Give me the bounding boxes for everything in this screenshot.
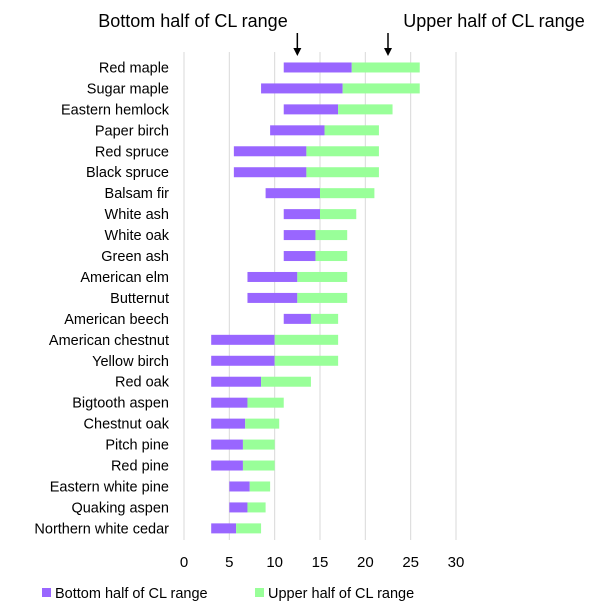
category-label-quaking-aspen: Quaking aspen (71, 500, 169, 516)
bar-eastern-white-pine-upper (249, 481, 271, 492)
bar-red-maple-bottom (283, 62, 352, 73)
bar-american-elm-bottom (247, 271, 298, 282)
annotation-arrowhead-1 (293, 48, 302, 56)
bar-butternut-bottom (247, 292, 298, 303)
x-tick-label-20: 20 (357, 554, 374, 571)
x-tick-label-25: 25 (402, 554, 419, 571)
bar-white-ash-upper (320, 209, 357, 220)
bar-white-ash-bottom (283, 209, 320, 220)
category-label-red-maple: Red maple (99, 60, 169, 76)
bar-red-spruce-bottom (233, 146, 307, 157)
bar-quaking-aspen-upper (247, 502, 266, 513)
legend-swatch-upper (255, 588, 264, 597)
legend-label-bottom: Bottom half of CL range (55, 586, 208, 602)
category-label-sugar-maple: Sugar maple (87, 81, 169, 97)
bar-green-ash-upper (315, 251, 348, 262)
annotation-label-2: Upper half of CL range (403, 11, 584, 31)
category-label-white-oak: White oak (105, 228, 170, 244)
bar-red-maple-upper (351, 62, 420, 73)
x-tick-label-30: 30 (448, 554, 465, 571)
bar-american-elm-upper (297, 271, 348, 282)
category-label-eastern-white-pine: Eastern white pine (50, 479, 169, 495)
bar-red-pine-bottom (211, 460, 243, 471)
bar-bigtooth-aspen-bottom (211, 397, 248, 408)
x-axis-ticks: 0 5 10 15 20 25 30 (180, 554, 465, 571)
x-tick-label-15: 15 (312, 554, 329, 571)
bar-sugar-maple-bottom (261, 83, 343, 94)
category-label-red-pine: Red pine (111, 459, 169, 475)
bar-red-spruce-upper (306, 146, 379, 157)
bar-balsam-fir-upper (320, 188, 375, 199)
bar-american-beech-upper (310, 313, 339, 324)
x-tick-label-5: 5 (225, 554, 233, 571)
category-label-red-oak: Red oak (115, 375, 170, 391)
bar-eastern-white-pine-bottom (229, 481, 250, 492)
category-labels: Red maple Sugar maple Eastern hemlock Paper… (34, 60, 169, 537)
category-label-american-chestnut: American chestnut (49, 333, 169, 349)
bar-balsam-fir-bottom (265, 188, 320, 199)
bar-northern-white-cedar-upper (236, 523, 262, 534)
bar-butternut-upper (297, 292, 348, 303)
annotation-arrowhead-2 (384, 48, 392, 56)
bar-american-chestnut-bottom (211, 334, 275, 345)
bar-chestnut-oak-upper (245, 418, 280, 429)
legend-label-upper: Upper half of CL range (268, 586, 414, 602)
legend-swatch-bottom (42, 588, 51, 597)
category-label-balsam-fir: Balsam fir (105, 186, 170, 202)
bar-american-chestnut-upper (274, 334, 339, 345)
bar-green-ash-bottom (283, 251, 316, 262)
category-label-american-beech: American beech (64, 312, 169, 328)
annotations: Bottom half of CL range Upper half of CL … (98, 11, 585, 56)
bar-pitch-pine-bottom (211, 439, 243, 450)
bar-black-spruce-upper (306, 167, 379, 178)
bar-yellow-birch-upper (274, 355, 339, 366)
bar-yellow-birch-bottom (211, 355, 275, 366)
category-label-green-ash: Green ash (101, 249, 169, 265)
bar-bigtooth-aspen-upper (247, 397, 284, 408)
category-label-american-elm: American elm (80, 270, 169, 286)
annotation-label-1: Bottom half of CL range (98, 11, 287, 31)
category-label-eastern-hemlock: Eastern hemlock (61, 102, 170, 118)
category-label-pitch-pine: Pitch pine (105, 438, 169, 454)
x-tick-label-10: 10 (266, 554, 283, 571)
category-label-northern-white-cedar: Northern white cedar (34, 521, 169, 537)
bar-quaking-aspen-bottom (229, 502, 248, 513)
bar-white-oak-bottom (283, 230, 316, 241)
category-label-bigtooth-aspen: Bigtooth aspen (72, 396, 169, 412)
bar-white-oak-upper (315, 230, 348, 241)
bar-northern-white-cedar-bottom (211, 523, 237, 534)
bar-paper-birch-bottom (270, 125, 325, 136)
bar-chestnut-oak-bottom (211, 418, 246, 429)
bar-paper-birch-upper (324, 125, 379, 136)
category-label-white-ash: White ash (105, 207, 169, 223)
category-label-yellow-birch: Yellow birch (92, 354, 169, 370)
bar-sugar-maple-upper (342, 83, 420, 94)
category-label-red-spruce: Red spruce (95, 144, 169, 160)
bar-red-pine-upper (242, 460, 275, 471)
bars (211, 62, 420, 534)
category-label-chestnut-oak: Chestnut oak (84, 417, 170, 433)
x-tick-label-0: 0 (180, 554, 188, 571)
category-label-butternut: Butternut (110, 291, 169, 307)
category-label-paper-birch: Paper birch (95, 123, 169, 139)
category-label-black-spruce: Black spruce (86, 165, 169, 181)
bar-red-oak-bottom (211, 376, 262, 387)
bar-red-oak-upper (261, 376, 311, 387)
bar-american-beech-bottom (283, 313, 311, 324)
bar-eastern-hemlock-bottom (283, 104, 339, 115)
bar-pitch-pine-upper (242, 439, 275, 450)
legend: Bottom half of CL range Upper half of CL … (42, 586, 414, 602)
bar-black-spruce-bottom (233, 167, 307, 178)
bar-eastern-hemlock-upper (338, 104, 393, 115)
